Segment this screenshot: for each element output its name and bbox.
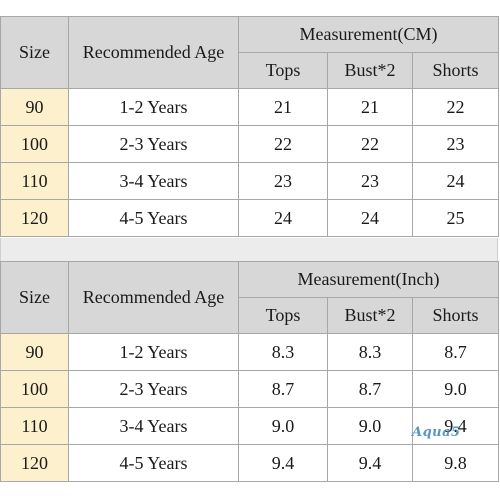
table-row: 90 1-2 Years 21 21 22 xyxy=(0,88,500,126)
table-row: 120 4-5 Years 24 24 25 xyxy=(0,199,500,237)
tops-cell: 8.7 xyxy=(238,370,328,408)
age-cell: 3-4 Years xyxy=(68,407,239,445)
bust-cell: 23 xyxy=(327,162,413,200)
tops-cell: 24 xyxy=(238,199,328,237)
bust-cell: 9.0 xyxy=(327,407,413,445)
watermark-logo: Aqua5 xyxy=(412,425,461,440)
age-cell: 4-5 Years xyxy=(68,444,239,482)
header-tops: Tops xyxy=(238,52,328,89)
table-row: 120 4-5 Years 9.4 9.4 9.8 xyxy=(0,444,500,482)
bust-cell: 9.4 xyxy=(327,444,413,482)
bust-cell: 21 xyxy=(327,88,413,126)
bust-cell: 8.3 xyxy=(327,333,413,371)
header-size: Size xyxy=(0,261,69,334)
shorts-cell: 23 xyxy=(411,125,500,163)
header-shorts: Shorts xyxy=(411,297,500,334)
age-cell: 3-4 Years xyxy=(68,162,239,200)
shorts-cell: 9.8 xyxy=(411,444,500,482)
shorts-cell: 9.0 xyxy=(411,370,500,408)
header-measurement-group: Measurement(CM) xyxy=(237,16,500,53)
shorts-cell: 9.4 xyxy=(411,407,500,445)
size-cell: 90 xyxy=(0,88,69,126)
shorts-cell: 25 xyxy=(411,199,500,237)
age-cell: 1-2 Years xyxy=(68,333,239,371)
size-cell: 120 xyxy=(0,444,69,482)
header-tops: Tops xyxy=(238,297,328,334)
header-size: Size xyxy=(0,16,69,89)
size-chart-table-cm: Size Recommended Age Measurement(CM) Top… xyxy=(0,16,500,237)
size-chart-table-inch: Size Recommended Age Measurement(Inch) T… xyxy=(0,261,500,482)
table-separator xyxy=(0,238,498,261)
header-shorts: Shorts xyxy=(411,52,500,89)
shorts-cell: 24 xyxy=(411,162,500,200)
table-row: 100 2-3 Years 8.7 8.7 9.0 xyxy=(0,370,500,408)
tops-cell: 22 xyxy=(238,125,328,163)
table-row: 110 3-4 Years 23 23 24 xyxy=(0,162,500,200)
bust-cell: 22 xyxy=(327,125,413,163)
size-cell: 100 xyxy=(0,370,69,408)
bust-cell: 24 xyxy=(327,199,413,237)
table-row: 90 1-2 Years 8.3 8.3 8.7 xyxy=(0,333,500,371)
tops-cell: 21 xyxy=(238,88,328,126)
tops-cell: 8.3 xyxy=(238,333,328,371)
age-cell: 2-3 Years xyxy=(68,125,239,163)
size-cell: 110 xyxy=(0,162,69,200)
header-measurement-group: Measurement(Inch) xyxy=(237,261,500,298)
size-cell: 100 xyxy=(0,125,69,163)
shorts-cell: 22 xyxy=(411,88,500,126)
header-recommended-age: Recommended Age xyxy=(68,16,239,89)
age-cell: 1-2 Years xyxy=(68,88,239,126)
size-cell: 110 xyxy=(0,407,69,445)
tops-cell: 23 xyxy=(238,162,328,200)
age-cell: 4-5 Years xyxy=(68,199,239,237)
table-row: 110 3-4 Years 9.0 9.0 9.4 xyxy=(0,407,500,445)
table-row: 100 2-3 Years 22 22 23 xyxy=(0,125,500,163)
header-bust: Bust*2 xyxy=(327,52,413,89)
shorts-cell: 8.7 xyxy=(411,333,500,371)
size-cell: 90 xyxy=(0,333,69,371)
bust-cell: 8.7 xyxy=(327,370,413,408)
size-cell: 120 xyxy=(0,199,69,237)
header-recommended-age: Recommended Age xyxy=(68,261,239,334)
header-bust: Bust*2 xyxy=(327,297,413,334)
tops-cell: 9.4 xyxy=(238,444,328,482)
age-cell: 2-3 Years xyxy=(68,370,239,408)
tops-cell: 9.0 xyxy=(238,407,328,445)
